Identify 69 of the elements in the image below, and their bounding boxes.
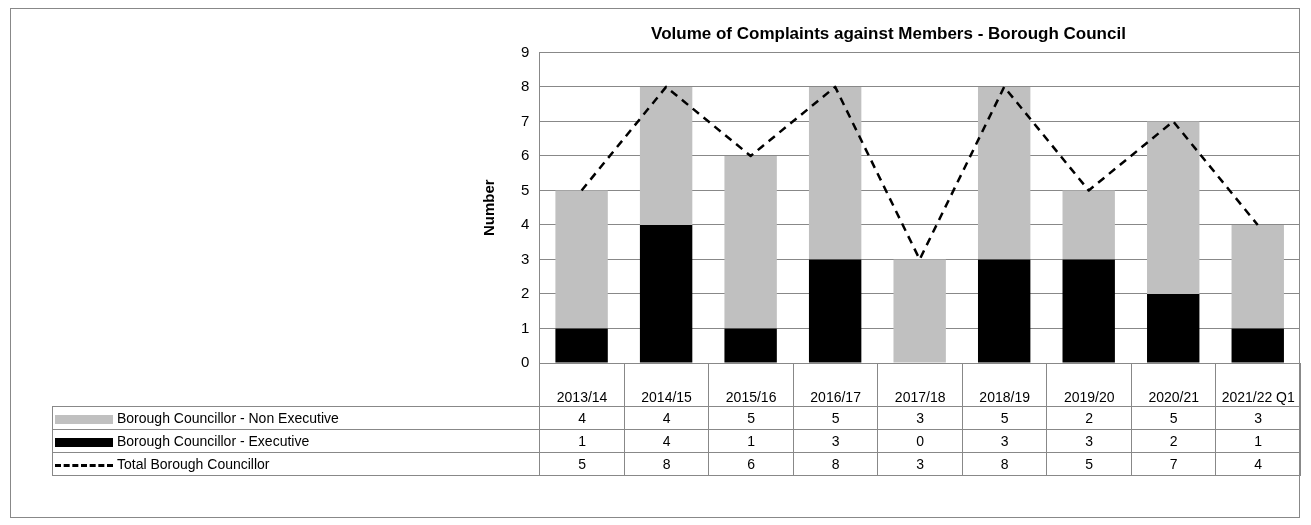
data-label: 5 — [793, 406, 878, 430]
bar — [808, 86, 862, 260]
data-label: 8 — [624, 452, 709, 476]
y-tick-label: 8 — [521, 77, 530, 95]
x-tick-label: 2014/15 — [624, 363, 709, 407]
bar — [977, 86, 1031, 260]
data-label: 0 — [877, 429, 963, 453]
x-tick-label: 2020/21 — [1131, 363, 1216, 407]
data-label: 4 — [539, 406, 625, 430]
data-label: 3 — [1215, 406, 1301, 430]
bar — [639, 224, 693, 363]
y-tick-label: 6 — [521, 146, 530, 164]
data-label: 5 — [708, 406, 794, 430]
x-tick-label: 2017/18 — [877, 363, 963, 407]
data-label: 5 — [539, 452, 625, 476]
y-tick-label: 2 — [521, 284, 530, 302]
line-series — [580, 85, 1259, 261]
bar — [1231, 328, 1284, 363]
y-tick-label: 3 — [521, 249, 530, 267]
x-tick-label: 2018/19 — [962, 363, 1047, 407]
chart-title: Volume of Complaints against Members - Borough Council — [651, 23, 1126, 43]
data-label: 3 — [793, 429, 878, 453]
data-label: 1 — [1215, 429, 1301, 453]
data-label: 3 — [877, 406, 963, 430]
bar — [1147, 293, 1200, 363]
legend-label: Borough Councillor - Executive — [52, 429, 540, 453]
x-tick-label: 2021/22 Q1 — [1215, 363, 1301, 407]
bar — [639, 86, 693, 225]
data-label: 4 — [624, 406, 709, 430]
data-label: 5 — [1046, 452, 1132, 476]
data-label: 2 — [1046, 406, 1132, 430]
bar — [555, 328, 608, 363]
data-label: 1 — [539, 429, 625, 453]
y-axis-title: Number — [480, 179, 498, 237]
x-tick-label: 2013/14 — [539, 363, 625, 407]
bar — [893, 259, 946, 363]
x-tick-label: 2016/17 — [793, 363, 878, 407]
bar — [1062, 190, 1115, 260]
data-label: 7 — [1131, 452, 1216, 476]
x-tick-label: 2019/20 — [1046, 363, 1132, 407]
legend-label: Total Borough Councillor — [52, 452, 540, 476]
data-label: 3 — [877, 452, 963, 476]
data-label: 3 — [962, 429, 1047, 453]
y-tick-label: 1 — [521, 318, 530, 336]
y-tick-label: 9 — [521, 42, 530, 60]
bar — [1062, 259, 1115, 363]
x-tick-label: 2015/16 — [708, 363, 794, 407]
y-tick-label: 5 — [521, 180, 530, 198]
data-label: 3 — [1046, 429, 1132, 453]
data-label: 2 — [1131, 429, 1216, 453]
bar — [1147, 121, 1200, 294]
data-label: 8 — [962, 452, 1047, 476]
bar — [977, 259, 1031, 363]
data-label: 4 — [624, 429, 709, 453]
data-label: 6 — [708, 452, 794, 476]
y-tick-label: 7 — [521, 111, 530, 129]
data-label: 1 — [708, 429, 794, 453]
legend-label: Borough Councillor - Non Executive — [52, 406, 540, 430]
data-label: 4 — [1215, 452, 1301, 476]
y-tick-label: 4 — [521, 215, 530, 233]
bar — [724, 328, 777, 363]
data-label: 8 — [793, 452, 878, 476]
data-label: 5 — [962, 406, 1047, 430]
data-label: 5 — [1131, 406, 1216, 430]
bar — [1231, 224, 1284, 329]
bar — [555, 190, 608, 329]
bar — [808, 259, 862, 363]
bar — [724, 155, 777, 329]
y-tick-label: 0 — [521, 353, 530, 371]
